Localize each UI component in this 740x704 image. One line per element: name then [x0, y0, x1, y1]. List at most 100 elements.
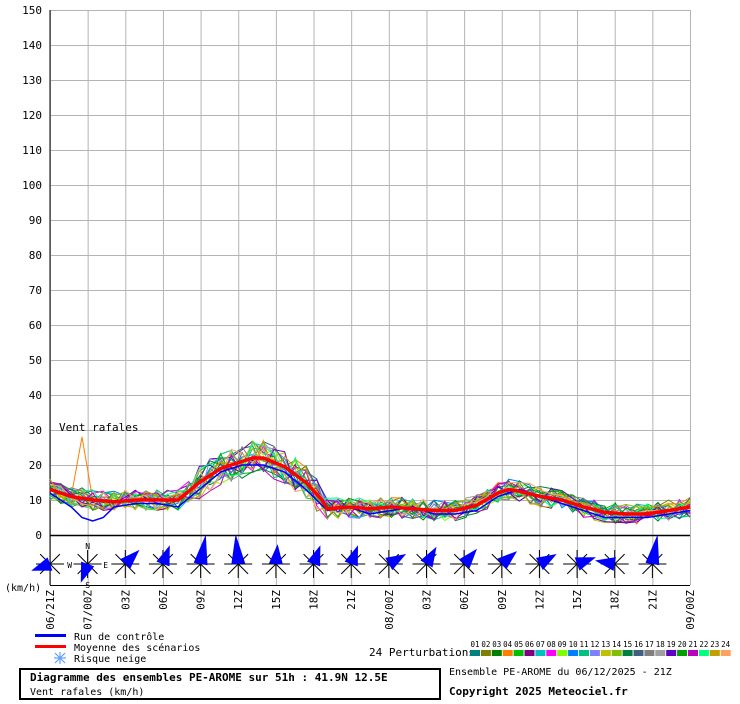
- member-number-label: 04: [503, 640, 513, 649]
- compass-e-label: E: [103, 561, 108, 570]
- rose-petal: [81, 562, 94, 583]
- x-tick-label: 21Z: [345, 590, 358, 610]
- rose-spoke: [615, 564, 625, 574]
- wind-rose-icon: [413, 547, 441, 578]
- rose-petal: [497, 551, 517, 569]
- member-swatch: [612, 650, 622, 656]
- x-tick-label: 12Z: [533, 590, 546, 610]
- wind-rose-icon: [224, 534, 252, 578]
- member-swatch: [481, 650, 491, 656]
- member-swatch: [644, 650, 654, 656]
- x-tick-label: 15Z: [270, 590, 283, 610]
- member-number-label: 18: [656, 640, 666, 649]
- member-number-label: 21: [688, 640, 697, 649]
- member-swatch: [503, 650, 513, 656]
- wind-rose-icon: [31, 550, 64, 578]
- y-tick-label: 30: [29, 424, 42, 437]
- wind-rose-icon: [149, 545, 177, 578]
- perturbations-label: 24 Perturbations: [369, 646, 475, 659]
- rose-spoke: [417, 564, 427, 574]
- rose-spoke: [530, 564, 540, 574]
- y-tick-label: 80: [29, 249, 42, 262]
- wind-rose-icon: [337, 545, 365, 578]
- member-swatch: [655, 650, 665, 656]
- x-tick-label: 03Z: [420, 590, 433, 610]
- wind-rose-icon: [262, 544, 290, 578]
- rose-spoke: [153, 564, 163, 574]
- member-number-label: 17: [645, 640, 654, 649]
- legend-control-label: Run de contrôle: [74, 631, 164, 643]
- rose-spoke: [88, 554, 98, 564]
- rose-spoke: [50, 554, 60, 564]
- x-tick-label: 09Z: [496, 590, 509, 610]
- rose-spoke: [379, 564, 389, 574]
- member-number-label: 08: [547, 640, 557, 649]
- member-swatch: [677, 650, 687, 656]
- y-tick-label: 70: [29, 284, 42, 297]
- x-tick-label: 18Z: [609, 590, 622, 610]
- member-number-label: 23: [710, 640, 719, 649]
- wind-rose-icon: [74, 550, 102, 583]
- x-tick-label: 08/00Z: [383, 590, 396, 630]
- rose-spoke: [304, 564, 314, 574]
- member-number-label: 14: [612, 640, 622, 649]
- member-swatch: [535, 650, 545, 656]
- member-swatch: [688, 650, 698, 656]
- footer-title: Diagramme des ensembles PE-AROME sur 51h…: [30, 671, 388, 684]
- member-swatch: [492, 650, 502, 656]
- member-number-label: 22: [699, 640, 708, 649]
- footer-subtitle: Vent rafales (km/h): [30, 687, 144, 698]
- ensemble-info: Ensemble PE-AROME du 06/12/2025 - 21Z: [449, 667, 672, 678]
- y-tick-label: 100: [22, 179, 42, 192]
- member-number-label: 24: [721, 640, 731, 649]
- member-swatch: [666, 650, 676, 656]
- y-tick-label: 140: [22, 39, 42, 52]
- y-tick-label: 150: [22, 4, 42, 17]
- x-tick-label: 21Z: [646, 590, 659, 610]
- member-number-label: 02: [481, 640, 490, 649]
- member-number-label: 11: [579, 640, 588, 649]
- y-tick-label: 60: [29, 319, 42, 332]
- plot-area: [50, 10, 690, 535]
- member-number-label: 15: [623, 640, 632, 649]
- rose-spoke: [201, 564, 211, 574]
- member-number-label: 13: [601, 640, 610, 649]
- member-swatch: [568, 650, 578, 656]
- x-tick-label: 12Z: [232, 590, 245, 610]
- member-swatch: [634, 650, 644, 656]
- member-number-label: 09: [558, 640, 567, 649]
- rose-petal: [595, 557, 616, 571]
- member-swatch: [579, 650, 589, 656]
- copyright: Copyright 2025 Meteociel.fr: [449, 685, 628, 698]
- legend-snow-label: Risque neige: [74, 654, 146, 665]
- member-number-label: 01: [470, 640, 479, 649]
- rose-spoke: [228, 564, 238, 574]
- y-tick-label: 50: [29, 354, 42, 367]
- rose-petal: [459, 549, 477, 569]
- series-annotation: Vent rafales: [59, 421, 138, 434]
- rose-spoke: [238, 564, 248, 574]
- y-tick-label: 130: [22, 74, 42, 87]
- x-tick-label: 07/00Z: [82, 590, 95, 630]
- wind-rose-icon: [563, 550, 596, 578]
- rose-spoke: [643, 564, 653, 574]
- rose-petal: [646, 535, 660, 566]
- member-swatch: [590, 650, 600, 656]
- x-tick-label: 18Z: [308, 590, 321, 610]
- rose-spoke: [567, 564, 577, 574]
- member-number-label: 10: [569, 640, 579, 649]
- x-tick-label: 09/00Z: [684, 590, 697, 630]
- rose-spoke: [652, 564, 662, 574]
- wind-rose-icon: [111, 550, 139, 578]
- wind-rose-icon: [300, 545, 328, 578]
- snowflake-icon: [54, 652, 66, 664]
- member-number-label: 06: [525, 640, 535, 649]
- compass-n-label: N: [85, 542, 90, 551]
- x-tick-label: 06Z: [458, 590, 471, 610]
- y-tick-label: 110: [22, 144, 42, 157]
- rose-spoke: [492, 564, 502, 574]
